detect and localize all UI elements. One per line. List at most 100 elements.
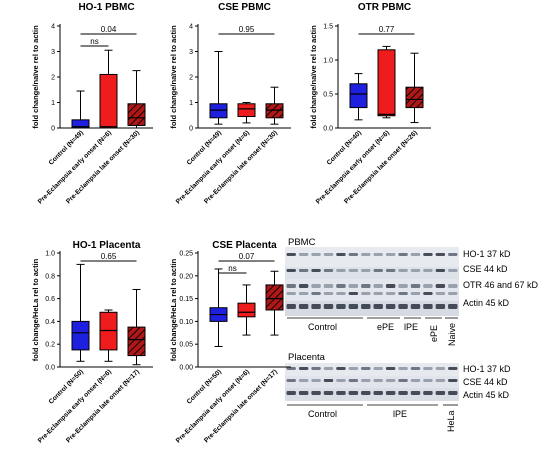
y-tick-label: 0 (189, 126, 193, 133)
blot-band (410, 269, 421, 272)
pbmc-band-actin (285, 301, 459, 316)
blot-band (423, 269, 433, 272)
blot-band (348, 367, 359, 370)
placenta-label-actin: Actin 45 kD (463, 390, 510, 400)
blot-band (348, 292, 359, 295)
pbmc-band-otr (285, 279, 459, 301)
chart-title: CSE PBMC (218, 2, 271, 13)
blot-band (373, 367, 383, 370)
chart-2: CSE PBMC fold change/naïve rel to actin 0 1… (169, 2, 291, 206)
blot-band (385, 367, 396, 370)
blot-band (410, 391, 421, 395)
blot-band (398, 379, 408, 382)
blot-band (435, 367, 446, 370)
comparison-label: ns (90, 37, 98, 46)
y-tick-label: 1.5 (323, 24, 333, 31)
placenta-band-ho1 (285, 363, 459, 376)
blot-band (361, 367, 371, 370)
pbmc-group-epe: ePE (377, 322, 394, 332)
y-tick-label: 4 (189, 24, 193, 31)
y-tick-label: 0.25 (179, 251, 193, 258)
blot-band (398, 284, 408, 288)
blot-band (298, 269, 309, 272)
blot-band (311, 269, 321, 272)
y-tick-label: 0.2 (45, 342, 55, 349)
comparison-label: ns (228, 264, 236, 273)
blot-band (410, 367, 421, 370)
blot-band (435, 292, 446, 295)
blot-band (361, 269, 371, 272)
blot-band (286, 284, 296, 288)
blot-band (423, 253, 433, 256)
blot-band (448, 284, 458, 288)
blot-band (385, 292, 396, 295)
blot-band (336, 253, 346, 256)
y-tick-label: 0.10 (179, 319, 193, 326)
blot-band (410, 304, 421, 309)
blot-band (423, 304, 433, 309)
placenta-lanes (286, 367, 458, 395)
chart-1: HO-1 PBMC fold change/naïve rel to actin 0… (31, 2, 153, 206)
y-axis-label: fold change/HeLa rel to actin (31, 258, 40, 361)
blot-band (311, 379, 321, 382)
box-3 (127, 103, 146, 126)
box-2 (99, 73, 118, 129)
blot-band (348, 304, 359, 309)
blot-band (323, 304, 334, 309)
blot-band (336, 391, 346, 395)
blot-band (348, 253, 359, 256)
box-3 (265, 103, 284, 119)
blot-band (336, 367, 346, 370)
comparison-label: 0.07 (239, 252, 255, 261)
blot-band (385, 391, 396, 395)
box-1 (209, 103, 228, 119)
pbmc-label-ho1: HO-1 37 kD (463, 249, 511, 259)
y-tick-label: 0.00 (179, 365, 193, 372)
blot-band (311, 253, 321, 256)
pbmc-label-actin: Actin 45 kD (463, 298, 510, 308)
blot-band (448, 292, 458, 295)
blot-band (373, 253, 383, 256)
placenta-band-actin (285, 388, 459, 401)
pbmc-lanes (286, 253, 458, 309)
blot-band (298, 284, 309, 288)
box-1 (71, 320, 90, 351)
blot-band (410, 292, 421, 295)
blot-band (398, 253, 408, 256)
blot-band (448, 304, 458, 309)
box-2 (237, 103, 256, 118)
chart-4: HO-1 Placenta fold change/HeLa rel to act… (31, 240, 153, 445)
pbmc-group-epe-2: ePE (429, 325, 439, 342)
y-axis-label: fold change/HeLa rel to actin (169, 258, 178, 361)
y-tick-label: 0.0 (45, 365, 55, 372)
blot-band (410, 284, 421, 288)
chart-title: CSE Placenta (212, 240, 277, 251)
blot-band (435, 391, 446, 395)
y-axis-label: fold change/naïve rel to actin (309, 25, 318, 129)
blot-band (373, 304, 383, 309)
blot-band (286, 379, 296, 382)
blot-band (298, 379, 309, 382)
blot-band (323, 391, 334, 395)
comparison-label: 0.95 (239, 25, 255, 34)
blot-band (361, 284, 371, 288)
box-1 (349, 83, 368, 109)
box-2 (377, 49, 396, 117)
blot-band (298, 292, 309, 295)
y-tick-label: 0.15 (179, 296, 193, 303)
blot-band (311, 391, 321, 395)
y-tick-label: 0.5 (323, 92, 333, 99)
pbmc-label-cse: CSE 44 kD (463, 264, 508, 274)
blot-band (348, 284, 359, 288)
blot-band (311, 284, 321, 288)
blot-band (286, 269, 296, 272)
blot-band (336, 304, 346, 309)
blot-band (311, 292, 321, 295)
pbmc-blot: PBMC HO-1 37 kD CSE 44 kD OTR 46 and 67 … (285, 237, 539, 346)
blot-band (398, 304, 408, 309)
blot-band (298, 391, 309, 395)
placenta-blot-title: Placenta (288, 352, 326, 363)
comparison-label: 0.77 (379, 25, 395, 34)
pbmc-group-control: Control (308, 322, 337, 332)
blot-band (410, 253, 421, 256)
